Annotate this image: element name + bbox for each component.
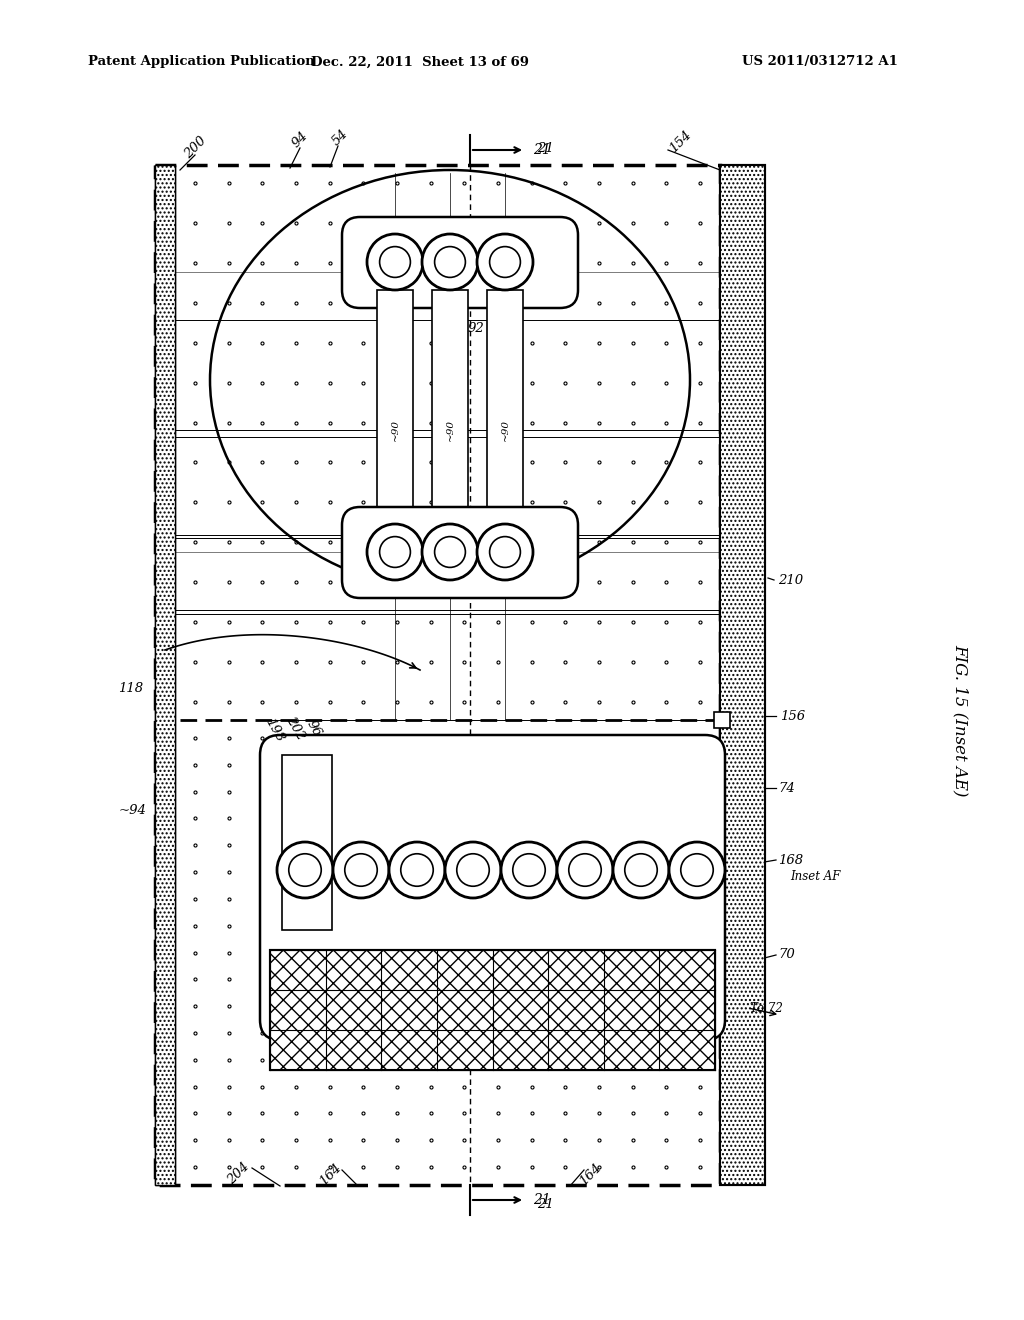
Circle shape <box>389 842 445 898</box>
Circle shape <box>380 537 411 568</box>
Circle shape <box>681 854 714 886</box>
Text: 210: 210 <box>778 573 803 586</box>
Bar <box>270 744 715 1030</box>
Text: 21: 21 <box>537 1199 553 1212</box>
Text: US 2011/0312712 A1: US 2011/0312712 A1 <box>742 55 898 69</box>
Text: 74: 74 <box>778 781 795 795</box>
Bar <box>432 290 468 570</box>
Text: 21: 21 <box>534 143 551 157</box>
Circle shape <box>422 234 478 290</box>
Bar <box>377 290 413 570</box>
Circle shape <box>669 842 725 898</box>
Circle shape <box>457 854 489 886</box>
Text: ~90: ~90 <box>501 418 510 441</box>
Text: 94: 94 <box>290 129 310 150</box>
Text: ~94: ~94 <box>118 804 146 817</box>
Circle shape <box>278 842 333 898</box>
Text: FIG. 15 (Inset AE): FIG. 15 (Inset AE) <box>951 644 969 796</box>
Text: 198: 198 <box>262 715 286 744</box>
FancyBboxPatch shape <box>260 735 725 1040</box>
Circle shape <box>367 234 423 290</box>
Circle shape <box>489 247 520 277</box>
Circle shape <box>367 524 423 579</box>
Circle shape <box>477 234 534 290</box>
Text: 21: 21 <box>534 1193 551 1206</box>
FancyBboxPatch shape <box>342 507 578 598</box>
Text: 70: 70 <box>778 949 795 961</box>
FancyBboxPatch shape <box>342 216 578 308</box>
Text: 92: 92 <box>468 322 484 334</box>
Text: Inset AF: Inset AF <box>790 870 841 883</box>
Text: Patent Application Publication: Patent Application Publication <box>88 55 314 69</box>
Circle shape <box>613 842 669 898</box>
Circle shape <box>333 842 389 898</box>
Circle shape <box>289 854 322 886</box>
Text: 54: 54 <box>330 128 350 149</box>
Bar <box>282 755 332 931</box>
Circle shape <box>557 842 613 898</box>
Bar <box>270 950 715 1071</box>
Text: 164: 164 <box>316 1162 343 1188</box>
Circle shape <box>400 854 433 886</box>
Text: 200: 200 <box>181 135 209 161</box>
Text: ~90: ~90 <box>445 418 455 441</box>
Bar <box>714 711 730 729</box>
Text: ~90: ~90 <box>390 418 399 441</box>
Circle shape <box>625 854 657 886</box>
Text: 168: 168 <box>778 854 803 866</box>
Circle shape <box>434 247 465 277</box>
Bar <box>720 165 765 1185</box>
Text: 156: 156 <box>780 710 805 722</box>
Text: 164: 164 <box>577 1162 603 1188</box>
Circle shape <box>568 854 601 886</box>
Circle shape <box>489 537 520 568</box>
Bar <box>720 165 765 1185</box>
Bar <box>155 165 720 1185</box>
Circle shape <box>380 247 411 277</box>
Text: 154: 154 <box>667 128 693 156</box>
Text: 204: 204 <box>224 1160 252 1188</box>
Text: 118: 118 <box>118 681 143 694</box>
Circle shape <box>422 524 478 579</box>
Bar <box>155 165 175 1185</box>
Text: 202: 202 <box>283 714 307 742</box>
Circle shape <box>445 842 501 898</box>
Text: 96: 96 <box>304 718 324 739</box>
Circle shape <box>513 854 545 886</box>
Circle shape <box>477 524 534 579</box>
Bar <box>270 950 715 1071</box>
Text: To 72: To 72 <box>750 1002 783 1015</box>
Circle shape <box>345 854 377 886</box>
Bar <box>487 290 523 570</box>
Text: 21: 21 <box>537 143 553 156</box>
Bar <box>155 165 175 1185</box>
Circle shape <box>501 842 557 898</box>
Circle shape <box>434 537 465 568</box>
Text: Dec. 22, 2011  Sheet 13 of 69: Dec. 22, 2011 Sheet 13 of 69 <box>311 55 529 69</box>
